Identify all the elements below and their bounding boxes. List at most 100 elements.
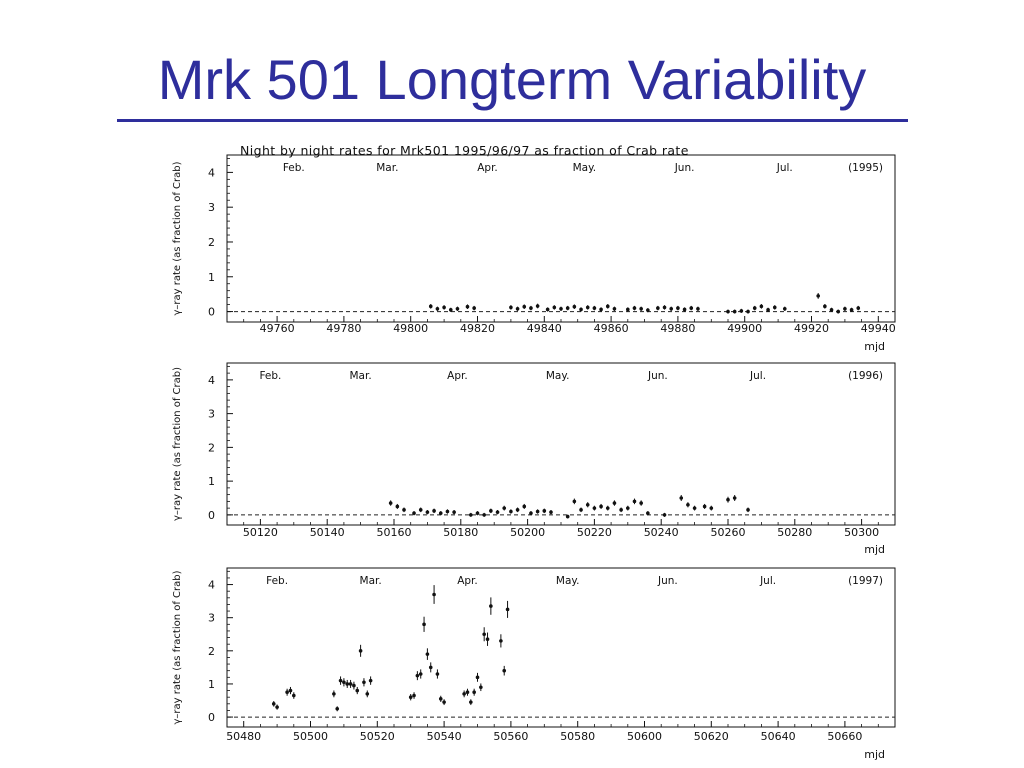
x-axis-label: mjd [864,748,885,761]
data-point [499,634,503,648]
data-point [472,305,476,311]
x-tick-label: 49900 [727,322,762,335]
point-marker [455,306,460,311]
point-marker [352,683,356,688]
point-marker [632,306,637,310]
data-point [415,671,420,681]
data-point [656,305,660,311]
point-marker [772,305,777,310]
x-tick-label: 50620 [694,730,729,743]
point-marker [452,510,456,514]
data-point [646,511,650,516]
point-marker [412,693,416,698]
y-tick-label: 1 [208,678,215,691]
point-marker [489,604,493,608]
point-marker [505,607,510,612]
point-marker [535,509,540,514]
point-marker [572,304,577,309]
point-marker [605,304,610,309]
point-marker [425,652,430,656]
point-marker [585,305,590,310]
x-tick-label: 50220 [577,526,612,539]
data-point [482,627,486,642]
data-point [368,676,373,685]
data-point [702,503,707,509]
point-marker [656,306,660,310]
point-marker [472,690,476,695]
point-marker [552,305,557,310]
data-point [465,688,470,696]
point-marker [418,672,423,676]
point-marker [759,304,764,309]
data-point [452,510,456,515]
point-marker [579,307,583,312]
data-point [358,644,363,657]
point-marker [438,511,443,515]
data-point [726,496,730,503]
plot-frame [226,567,896,728]
data-point [689,305,694,311]
month-label: Jul. [776,162,793,174]
point-marker [592,306,597,310]
data-point [535,303,540,309]
point-marker [542,509,547,513]
month-label: Apr. [457,575,478,587]
data-point [612,306,617,311]
data-point [462,690,466,698]
month-label: Feb. [266,575,288,587]
point-marker [549,510,553,514]
data-point [843,306,847,311]
month-label: Mar. [360,575,382,587]
data-point [475,511,480,516]
data-point [692,505,697,511]
y-tick-label: 3 [208,612,215,625]
data-point [515,306,520,311]
point-marker [418,508,423,512]
data-point [529,305,533,311]
point-marker [746,309,750,314]
data-point [442,305,446,310]
point-marker [605,506,610,510]
point-marker [489,509,493,513]
data-point [686,502,690,508]
x-tick-label: 49920 [794,322,829,335]
point-marker [348,682,353,686]
point-marker [599,504,603,509]
point-marker [469,513,473,517]
data-point [345,679,350,688]
y-tick-label: 2 [208,645,215,658]
point-marker [475,675,480,680]
data-point [432,508,436,514]
data-point [292,692,296,699]
data-point [559,306,563,311]
point-marker [856,306,861,310]
data-point [746,309,750,314]
data-point [746,507,750,513]
point-marker [362,680,366,685]
chart-panel-1996: 0 1 2 3 4 50120 50140 50160 50180 50200 50220 50240… [172,362,896,556]
point-marker [365,692,370,696]
point-marker [465,690,470,695]
y-tick-label: 1 [208,475,215,488]
data-point [509,305,513,310]
month-label: May. [573,162,597,174]
x-tick-label: 50660 [827,730,862,743]
data-point [425,648,430,660]
point-marker [766,308,770,312]
data-point [505,600,510,618]
point-marker [579,508,583,512]
data-point [646,308,650,313]
point-marker [469,700,473,704]
data-point [445,509,450,514]
data-point [739,308,744,313]
data-point [605,304,610,309]
point-marker [639,306,643,311]
data-point [572,304,577,309]
data-point [639,500,643,506]
data-point [271,701,276,707]
data-point [696,306,700,311]
year-label: (1995) [848,162,883,174]
data-point [542,508,547,514]
data-point [662,305,667,310]
data-point [388,500,393,506]
